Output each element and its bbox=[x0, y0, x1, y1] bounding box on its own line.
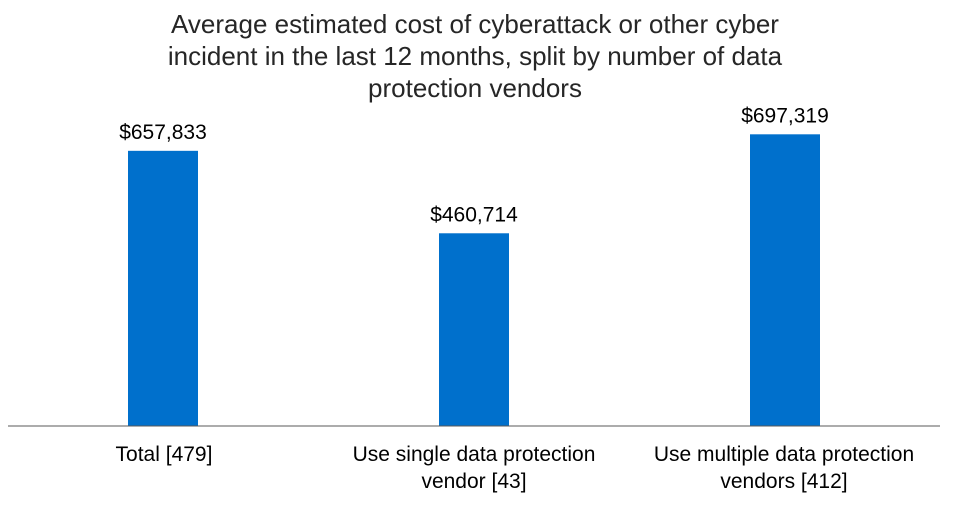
category-label-line: Total [479] bbox=[115, 443, 213, 466]
category-label-total: Total [479] bbox=[9, 441, 319, 468]
chart-title-line-2: incident in the last 12 months, split by… bbox=[167, 41, 783, 71]
bar-2 bbox=[439, 233, 509, 426]
chart-title: Average estimated cost of cyberattack or… bbox=[100, 8, 850, 104]
chart-title-line-3: protection vendors bbox=[368, 73, 582, 103]
chart-title-line-1: Average estimated cost of cyberattack or… bbox=[171, 9, 779, 39]
bar-3 bbox=[750, 134, 820, 426]
data-label-3: $697,319 bbox=[741, 104, 829, 127]
category-label-line: vendor [43] bbox=[421, 470, 527, 493]
bars-group bbox=[128, 134, 820, 426]
bar-1 bbox=[128, 150, 198, 426]
category-label-multiple-vendors: Use multiple data protection vendors [41… bbox=[629, 441, 939, 495]
category-label-line: vendors [412] bbox=[720, 470, 848, 493]
category-label-line: Use multiple data protection bbox=[653, 443, 915, 466]
data-label-1: $657,833 bbox=[119, 121, 207, 144]
data-label-2: $460,714 bbox=[430, 203, 518, 226]
data-labels-group: $657,833 $460,714 $697,319 bbox=[119, 104, 829, 226]
category-label-single-vendor: Use single data protection vendor [43] bbox=[319, 441, 629, 495]
category-label-line: Use single data protection bbox=[352, 443, 596, 466]
